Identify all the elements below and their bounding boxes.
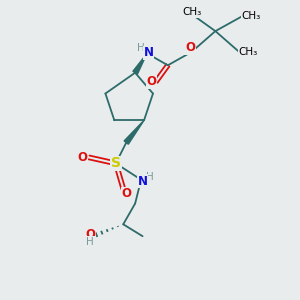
Polygon shape	[124, 120, 144, 144]
Text: CH₃: CH₃	[238, 47, 258, 57]
Text: O: O	[121, 188, 131, 200]
Text: H: H	[86, 237, 94, 247]
Polygon shape	[133, 53, 147, 74]
Text: H: H	[146, 172, 153, 182]
Text: O: O	[85, 228, 95, 241]
Text: H: H	[136, 43, 144, 53]
Text: N: N	[143, 46, 154, 59]
Text: S: S	[111, 156, 121, 170]
Text: CH₃: CH₃	[182, 7, 201, 17]
Text: N: N	[138, 175, 148, 188]
Text: O: O	[185, 41, 195, 54]
Text: O: O	[77, 151, 88, 164]
Text: O: O	[146, 75, 157, 88]
Text: CH₃: CH₃	[242, 11, 261, 21]
